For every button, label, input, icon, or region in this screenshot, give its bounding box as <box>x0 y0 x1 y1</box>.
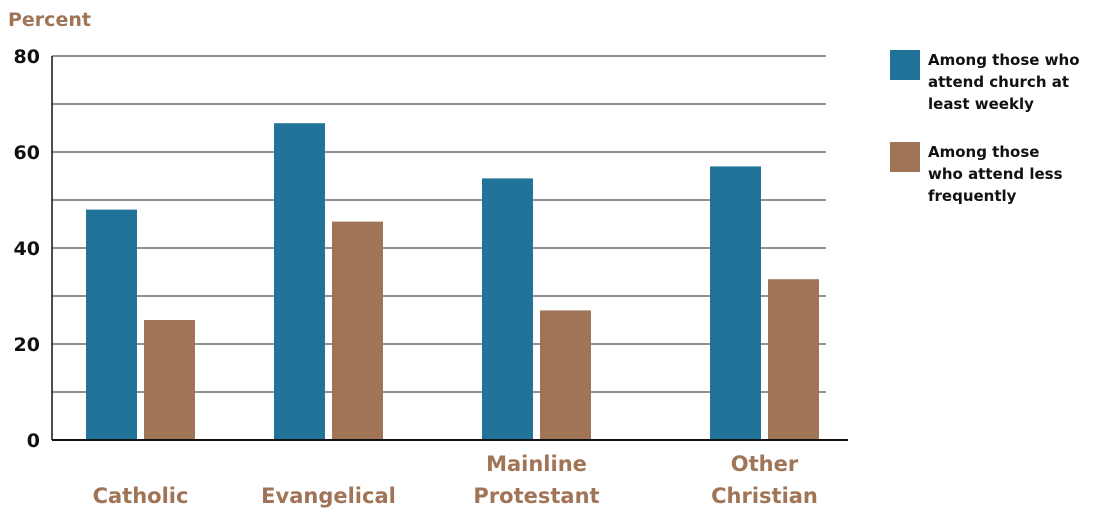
x-category-label: Other <box>731 452 799 476</box>
bar-less-frequent <box>768 279 819 440</box>
legend-swatch <box>890 142 920 172</box>
x-axis-categories: Catholic Evangelical Mainline Protestant Oth… <box>93 452 818 508</box>
x-category-label: Protestant <box>473 484 599 508</box>
bars <box>86 123 819 440</box>
legend-swatch <box>890 50 920 80</box>
legend: Among those who attend church at least wee… <box>890 50 1080 205</box>
legend-label: Among those who <box>928 51 1080 69</box>
bar-weekly <box>710 166 761 440</box>
y-axis-ticks: 0 20 40 60 80 <box>14 46 40 452</box>
legend-label: least weekly <box>928 95 1034 113</box>
legend-label: Among those <box>928 143 1039 161</box>
y-tick-label: 40 <box>14 238 40 260</box>
x-category-label: Catholic <box>93 484 189 508</box>
x-category-label: Mainline <box>486 452 587 476</box>
bar-weekly <box>482 178 533 440</box>
y-tick-label: 80 <box>14 46 40 68</box>
bar-less-frequent <box>540 310 591 440</box>
y-tick-label: 60 <box>14 142 40 164</box>
x-category-label: Christian <box>711 484 818 508</box>
bar-less-frequent <box>332 221 383 440</box>
legend-label: attend church at <box>928 73 1069 91</box>
bar-less-frequent <box>144 320 195 440</box>
y-axis-label: Percent <box>8 9 91 31</box>
y-tick-label: 20 <box>14 334 40 356</box>
y-tick-label: 0 <box>27 430 40 452</box>
bar-weekly <box>274 123 325 440</box>
bar-weekly <box>86 209 137 440</box>
legend-label: frequently <box>928 187 1017 205</box>
x-category-label: Evangelical <box>261 484 396 508</box>
legend-label: who attend less <box>928 165 1063 183</box>
